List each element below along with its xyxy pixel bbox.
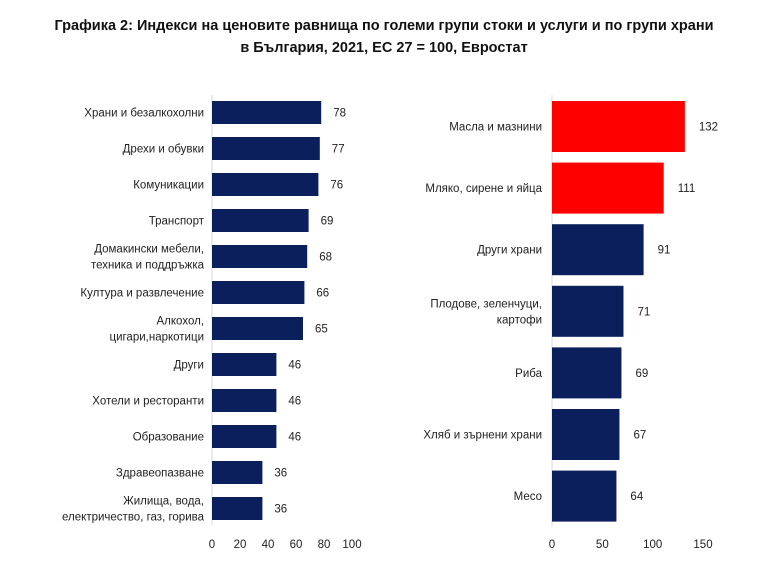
data-label: 64: [630, 491, 643, 503]
data-label: 67: [633, 430, 646, 442]
chart-title-line2: в България, 2021, ЕС 27 = 100, Евростат: [240, 40, 528, 56]
data-label: 65: [315, 324, 328, 336]
bar: [212, 461, 263, 484]
category-label: Риба: [515, 368, 542, 380]
bar: [552, 162, 664, 214]
bar: [212, 101, 322, 124]
data-label: 132: [699, 122, 718, 134]
category-label: Жилища, вода,: [123, 496, 204, 508]
category-label: Други: [174, 360, 204, 372]
data-label: 66: [316, 288, 329, 300]
bar: [212, 425, 277, 448]
x-tick-label: 100: [342, 539, 361, 551]
x-tick-label: 0: [549, 539, 555, 551]
data-label: 69: [321, 216, 334, 228]
data-label: 68: [319, 252, 332, 264]
x-tick-label: 40: [262, 539, 275, 551]
data-label: 69: [635, 368, 648, 380]
category-label: Плодове, зеленчуци,: [430, 298, 542, 310]
x-tick-label: 50: [596, 539, 609, 551]
data-label: 36: [274, 504, 287, 516]
data-label: 91: [658, 245, 671, 257]
bar: [552, 470, 617, 522]
category-label: Транспорт: [149, 216, 205, 228]
data-label: 46: [288, 360, 301, 372]
data-label: 77: [332, 144, 345, 156]
x-tick-label: 80: [318, 539, 331, 551]
bar: [552, 409, 620, 460]
category-label: Мляко, сирене и яйца: [425, 183, 542, 195]
x-tick-label: 60: [290, 539, 303, 551]
bar: [552, 285, 624, 337]
bar: [552, 224, 644, 276]
category-label: картофи: [497, 314, 542, 326]
x-tick-label: 0: [209, 539, 215, 551]
category-label: Масла и мазнини: [449, 122, 542, 134]
category-label: цигари,наркотици: [109, 332, 204, 344]
category-label: Храни и безалкохолни: [84, 108, 204, 120]
category-label: Алкохол,: [157, 316, 204, 328]
bar: [212, 209, 309, 232]
bar: [212, 245, 308, 268]
category-label: Култура и развлечение: [80, 288, 204, 300]
bar: [212, 353, 277, 376]
category-label: Дрехи и обувки: [123, 144, 204, 156]
category-label: електричество, газ, горива: [62, 512, 205, 524]
bar: [212, 497, 263, 520]
data-label: 111: [678, 183, 695, 195]
category-label: Образование: [133, 432, 204, 444]
category-label: Хотели и ресторанти: [92, 396, 204, 408]
data-label: 46: [288, 396, 301, 408]
bar: [552, 347, 622, 399]
category-label: техника и поддръжка: [91, 260, 205, 272]
category-label: Комуникации: [133, 180, 204, 192]
category-label: Хляб и зърнени храни: [423, 430, 542, 442]
category-label: Домакински мебели,: [94, 244, 204, 256]
bar: [212, 137, 320, 160]
category-label: Здравеопазване: [116, 468, 204, 480]
data-label: 36: [274, 468, 287, 480]
x-tick-label: 100: [643, 539, 662, 551]
bar: [212, 281, 305, 304]
chart-title-line1: Графика 2: Индекси на ценовите равнища п…: [54, 18, 714, 34]
bar: [552, 101, 685, 152]
data-label: 71: [637, 306, 650, 318]
data-label: 76: [330, 180, 343, 192]
data-label: 78: [333, 108, 346, 120]
bar: [212, 389, 277, 412]
bar: [212, 317, 303, 340]
bar: [212, 173, 319, 196]
x-tick-label: 20: [234, 539, 247, 551]
category-label: Месо: [514, 491, 542, 503]
data-label: 46: [288, 432, 301, 444]
x-tick-label: 150: [693, 539, 712, 551]
category-label: Други храни: [477, 245, 542, 257]
